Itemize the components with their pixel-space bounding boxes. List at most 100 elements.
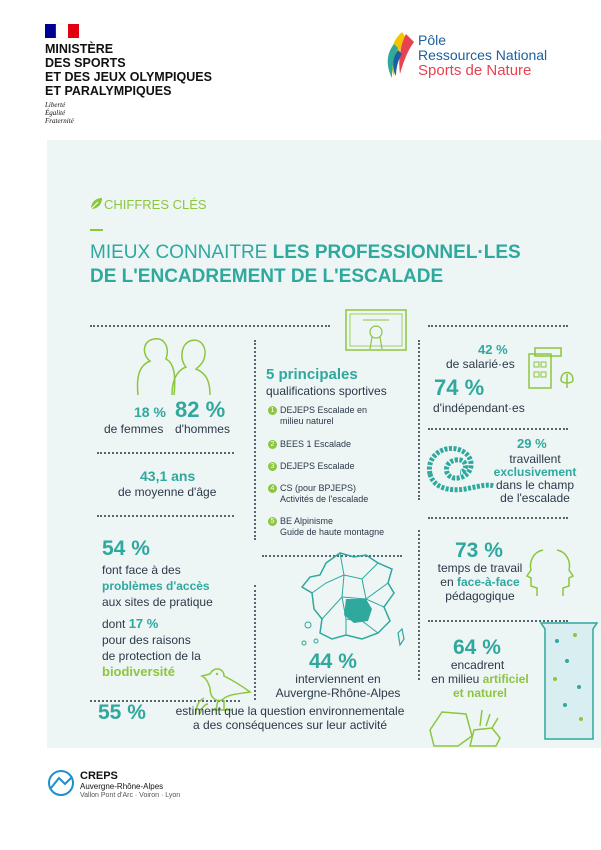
qualifications-subtitle: qualifications sportives bbox=[266, 384, 387, 398]
access-line: pour des raisons bbox=[102, 633, 191, 647]
motto-line: Égalité bbox=[45, 109, 66, 117]
divider bbox=[90, 700, 240, 702]
exclusive-line3: dans le champ bbox=[495, 478, 575, 492]
france-map-icon bbox=[296, 549, 408, 653]
teaching-line2b: face-à-face bbox=[456, 575, 520, 589]
qualification-name: BE Alpinisme bbox=[280, 516, 334, 526]
qualifications-title: 5 principales bbox=[266, 366, 358, 383]
title-bold: LES PROFESSIONNEL·LES bbox=[272, 242, 521, 263]
access-dont: dont bbox=[102, 617, 129, 631]
access-line: pro bbox=[102, 579, 122, 593]
divider bbox=[97, 515, 234, 517]
region-line2: Auvergne-Rhône-Alpes bbox=[275, 686, 401, 700]
ministry-line: MINISTÈRE bbox=[45, 42, 114, 56]
environment-line2a: en milieu bbox=[431, 672, 483, 686]
access-pct: 54 % bbox=[102, 537, 150, 560]
content-panel bbox=[47, 140, 601, 748]
indep-pct: 74 % bbox=[434, 375, 485, 400]
pole-line: Sports de Nature bbox=[418, 62, 532, 79]
ministry-line: DES SPORTS bbox=[45, 56, 126, 70]
rope-icon bbox=[424, 440, 496, 502]
page-title: MIEUX CONNAITRE LES PROFESSIONNEL·LES DE… bbox=[90, 241, 521, 289]
divider bbox=[97, 452, 234, 454]
qualification-number: 3 bbox=[268, 462, 277, 471]
pole-line: Ressources National bbox=[418, 47, 548, 63]
divider bbox=[90, 325, 330, 327]
environment-line3: et naturel bbox=[452, 686, 507, 700]
qualification-item: 2 BEES 1 Escalade bbox=[268, 439, 351, 450]
qualification-number: 2 bbox=[268, 440, 277, 449]
title-line2: DE L'ENCADREMENT DE L'ESCALADE bbox=[90, 266, 444, 287]
certificate-icon bbox=[345, 309, 407, 355]
bird-icon bbox=[192, 664, 254, 720]
access-dont-pct: 17 % bbox=[128, 616, 159, 631]
region-pct: 44 % bbox=[309, 650, 357, 673]
qualification-number: 5 bbox=[268, 517, 277, 526]
ministry-line: ET PARALYMPIQUES bbox=[45, 84, 172, 98]
section-label: CHIFFRES CLÉS bbox=[104, 197, 207, 212]
building-icon bbox=[527, 346, 577, 394]
divider bbox=[428, 428, 568, 430]
teaching-line2: en face-à-face bbox=[430, 575, 530, 589]
environment-line1: encadrent bbox=[450, 658, 505, 672]
ministry-name: MINISTÈRE DES SPORTS ET DES JEUX OLYMPIQ… bbox=[45, 42, 212, 98]
indep-label: d'indépendant·es bbox=[433, 401, 525, 415]
exclusive-line1: travaillent bbox=[509, 452, 561, 466]
age-label: de moyenne d'âge bbox=[118, 485, 217, 499]
qualification-number: 1 bbox=[268, 406, 277, 415]
climbing-wall-icon bbox=[537, 621, 601, 745]
creps-region: Auvergne-Rhône-Alpes bbox=[80, 782, 164, 791]
rocks-icon bbox=[428, 706, 508, 752]
access-text: font face à des problèmes d'accès aux si… bbox=[102, 562, 213, 680]
footer-stat-line2: a des conséquences sur leur activité bbox=[192, 718, 388, 732]
marianne-logo bbox=[45, 23, 79, 39]
faces-icon bbox=[523, 548, 575, 602]
men-label: d'hommes bbox=[175, 422, 230, 436]
divider bbox=[262, 555, 402, 557]
women-pct: 18 % bbox=[134, 404, 166, 420]
qualification-detail: Activités de l'escalade bbox=[280, 494, 369, 504]
teaching-line3: pédagogique bbox=[445, 589, 515, 603]
access-line: font face à des bbox=[102, 563, 181, 577]
qualification-detail: milieu naturel bbox=[280, 416, 334, 426]
environment-pct: 64 % bbox=[453, 636, 501, 659]
access-line: blèmes d'accès bbox=[121, 579, 210, 593]
qualification-item: 5 BE Alpinisme Guide de haute montagne bbox=[268, 516, 384, 538]
access-line: aux sites de pratique bbox=[102, 595, 213, 609]
region-line1: interviennent en bbox=[295, 672, 381, 686]
qualification-name: DEJEPS Escalade en bbox=[280, 405, 368, 415]
qualification-name: CS (pour BPJEPS) bbox=[280, 483, 357, 493]
motto-line: Fraternité bbox=[45, 117, 74, 125]
qualification-detail: Guide de haute montagne bbox=[280, 527, 385, 537]
leaf-icon bbox=[89, 196, 103, 215]
women-label: de femmes bbox=[104, 422, 164, 436]
divider bbox=[418, 530, 420, 680]
qualification-name: BEES 1 Escalade bbox=[280, 439, 352, 449]
pole-logo-mark bbox=[384, 30, 416, 80]
environment-line2b: artificiel bbox=[482, 672, 529, 686]
divider bbox=[428, 517, 568, 519]
qualification-item: 4 CS (pour BPJEPS) Activités de l'escalad… bbox=[268, 483, 368, 505]
ministry-line: ET DES JEUX OLYMPIQUES bbox=[45, 70, 212, 84]
exclusive-line2: exclusivement bbox=[493, 465, 577, 479]
teaching-pct: 73 % bbox=[455, 539, 503, 562]
title-light: MIEUX CONNAITRE bbox=[90, 242, 273, 263]
access-line: de protection de la bbox=[102, 649, 201, 663]
qualification-item: 3 DEJEPS Escalade bbox=[268, 461, 355, 472]
pole-line: Pôle bbox=[418, 32, 447, 48]
divider bbox=[254, 585, 256, 700]
salaried-pct: 42 % bbox=[478, 342, 508, 357]
republic-motto: Liberté Égalité Fraternité bbox=[45, 101, 74, 125]
creps-logo-icon bbox=[47, 770, 75, 800]
men-pct: 82 % bbox=[175, 397, 226, 422]
qualification-name: DEJEPS Escalade bbox=[280, 461, 355, 471]
teaching-line2a: en bbox=[440, 575, 457, 589]
motto-line: Liberté bbox=[45, 101, 66, 109]
divider bbox=[428, 325, 568, 327]
qualification-number: 4 bbox=[268, 484, 277, 493]
feathers-icon bbox=[387, 32, 414, 78]
divider bbox=[254, 340, 256, 540]
teaching-line1: temps de travail bbox=[437, 561, 523, 575]
access-line: biodiversité bbox=[102, 664, 175, 679]
pole-logo-text: Pôle Ressources National Sports de Natur… bbox=[418, 32, 548, 79]
